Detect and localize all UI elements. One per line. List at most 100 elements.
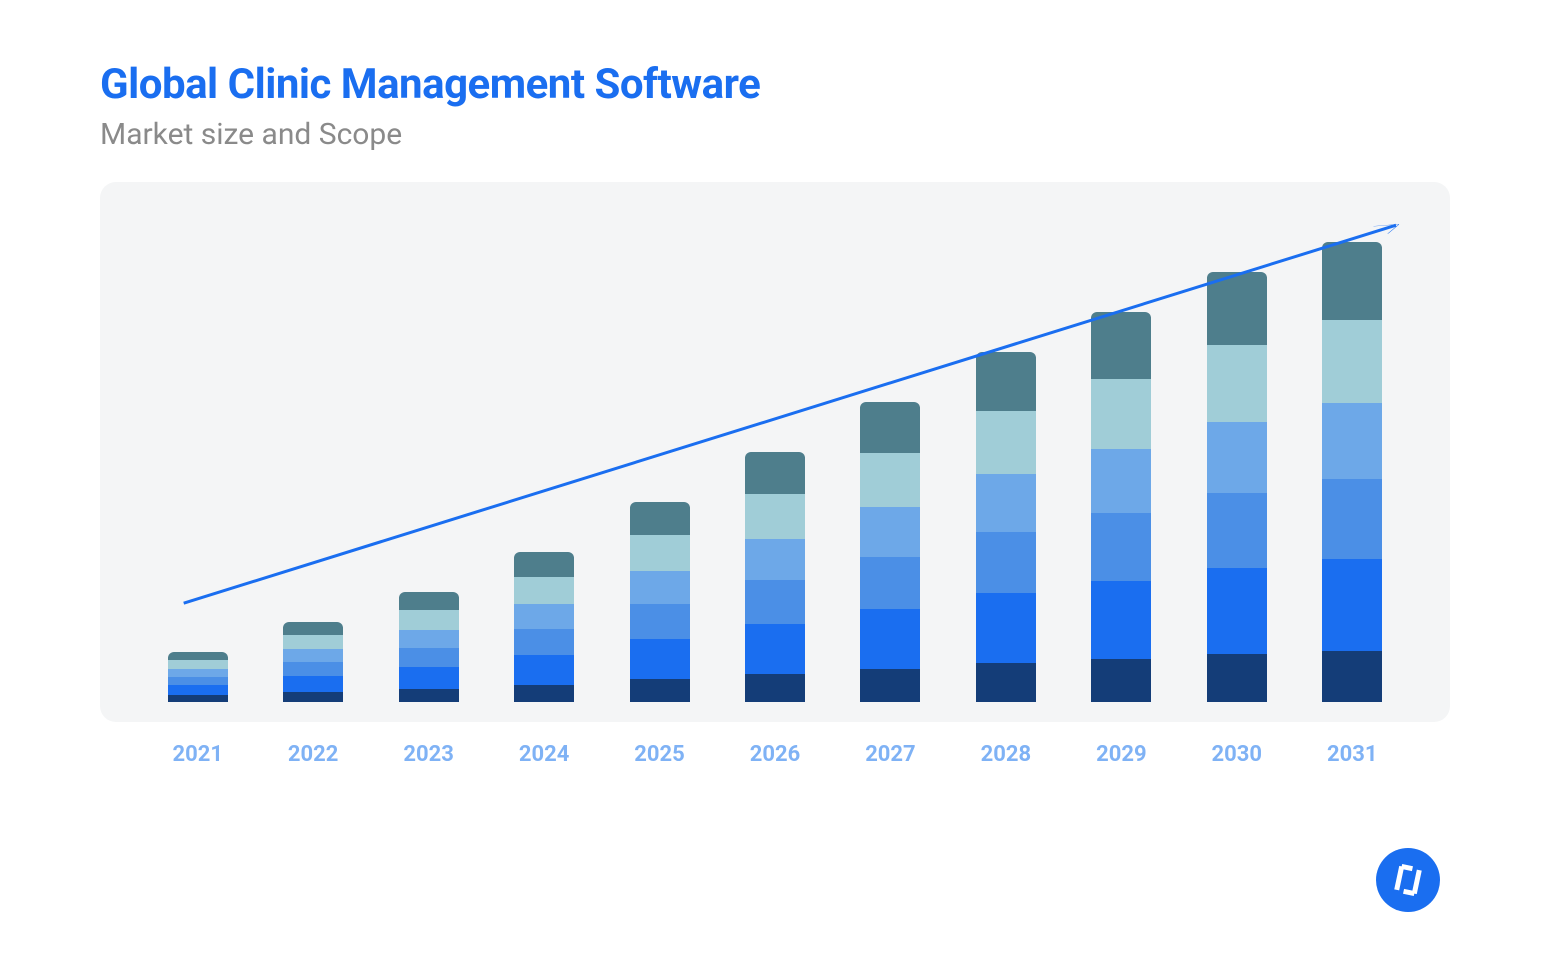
bar-column [948,352,1063,702]
bars-area [140,212,1410,702]
bar-column [140,652,255,702]
bar-segment [1091,379,1151,449]
bar-segment [399,592,459,610]
bar [399,592,459,702]
bar-segment [976,352,1036,411]
bar-column [833,402,948,702]
bar-segment [168,677,228,685]
bar-segment [1091,513,1151,581]
bar-segment [630,502,690,535]
bar-column [717,452,832,702]
x-axis-label: 2026 [717,742,832,767]
x-axis-label: 2023 [371,742,486,767]
bar [283,622,343,702]
bar-segment [283,676,343,692]
bar-segment [860,609,920,669]
bar-segment [745,452,805,494]
bar-segment [745,674,805,702]
bar-segment [860,669,920,702]
bar-segment [1322,320,1382,403]
chart-subtitle: Market size and Scope [100,117,1450,152]
bar-segment [514,685,574,702]
bar-segment [1207,568,1267,654]
bar [745,452,805,702]
brand-logo-icon [1390,862,1426,898]
bar-segment [1322,403,1382,479]
x-axis-label: 2029 [1064,742,1179,767]
x-axis-label: 2027 [833,742,948,767]
bar-segment [976,663,1036,702]
bar-segment [1207,422,1267,493]
x-axis-label: 2022 [255,742,370,767]
bar-column [486,552,601,702]
bar-segment [399,630,459,648]
bar-segment [1091,449,1151,513]
bar-segment [976,532,1036,593]
bar-segment [1091,581,1151,659]
x-axis-label: 2025 [602,742,717,767]
bar-segment [860,402,920,453]
x-axis-label: 2021 [140,742,255,767]
bar-segment [976,411,1036,474]
bar-segment [1322,242,1382,320]
bar-segment [1091,312,1151,379]
bar-segment [514,655,574,685]
x-axis-label: 2028 [948,742,1063,767]
x-axis-label: 2024 [486,742,601,767]
bar [514,552,574,702]
bar-segment [283,622,343,635]
bar-segment [630,679,690,702]
brand-logo [1376,848,1440,912]
bar [976,352,1036,702]
bar-segment [1322,651,1382,702]
x-axis-label: 2031 [1295,742,1410,767]
bar-column [602,502,717,702]
bar [630,502,690,702]
bar-segment [630,604,690,639]
bar-segment [1207,272,1267,345]
bar-segment [168,685,228,695]
bar-segment [1207,654,1267,702]
bar-segment [168,695,228,702]
bar-segment [1207,345,1267,422]
bar-segment [860,557,920,609]
bar-segment [168,652,228,660]
bar [168,652,228,702]
bar-segment [283,649,343,662]
bar-column [1295,242,1410,702]
bar-column [1179,272,1294,702]
bar-segment [1322,559,1382,651]
bar-segment [1091,659,1151,702]
bar-segment [745,539,805,580]
bar-segment [976,474,1036,532]
bar-segment [399,667,459,689]
bar-segment [860,507,920,557]
bar-segment [1207,493,1267,568]
bar-segment [745,580,805,624]
bar-segment [860,453,920,507]
chart-panel [100,182,1450,722]
bar-segment [168,660,228,669]
bar [1322,242,1382,702]
x-axis-labels: 2021202220232024202520262027202820292030… [100,722,1450,767]
bar-segment [630,571,690,604]
bar-segment [630,639,690,679]
bar-segment [399,689,459,702]
bar-segment [1322,479,1382,559]
bar-segment [399,648,459,667]
bar-segment [283,635,343,649]
bar-column [1064,312,1179,702]
bar-segment [514,552,574,577]
bar [1207,272,1267,702]
x-axis-label: 2030 [1179,742,1294,767]
bar-segment [283,692,343,702]
bar-column [255,622,370,702]
bar-segment [976,593,1036,663]
bar-segment [283,662,343,676]
bar [860,402,920,702]
bar [1091,312,1151,702]
bar-segment [630,535,690,571]
bar-column [371,592,486,702]
bar-segment [514,577,574,604]
chart-title: Global Clinic Management Software [100,60,1450,109]
